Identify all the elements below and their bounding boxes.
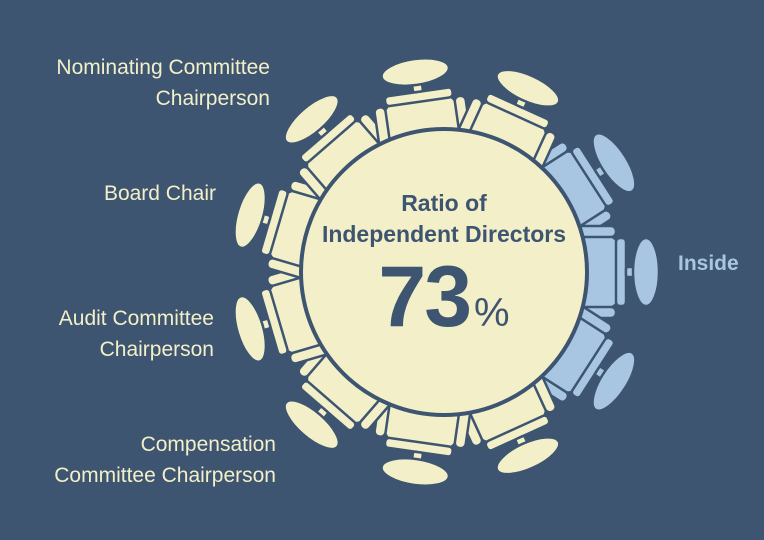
- compensation-label-line2: Committee Chairperson: [54, 464, 276, 487]
- ratio-readout: 73%: [300, 252, 588, 367]
- compensation-label-line1: Compensation: [140, 433, 276, 456]
- ratio-unit: %: [474, 291, 510, 335]
- board-chair-label-text: Board Chair: [103, 182, 216, 205]
- nominating-committee-chairperson-label: Nominating Committee Chairperson: [56, 52, 270, 114]
- inside-label: Inside: [678, 252, 739, 275]
- board-chair-label: Board Chair: [104, 178, 216, 209]
- ratio-title: Ratio of Independent Directors: [300, 188, 588, 250]
- compensation-committee-chairperson-label: Compensation Committee Chairperson: [54, 429, 276, 491]
- ratio-value: 73: [378, 249, 472, 345]
- ratio-title-line2: Independent Directors: [321, 221, 567, 247]
- nominating-label-line1: Nominating Committee: [56, 56, 270, 79]
- table-center-text: Ratio of Independent Directors 73%: [300, 188, 588, 367]
- audit-label-line2: Chairperson: [99, 338, 214, 361]
- audit-committee-chairperson-label: Audit Committee Chairperson: [59, 303, 214, 365]
- nominating-label-line2: Chairperson: [155, 87, 270, 110]
- audit-label-line1: Audit Committee: [58, 307, 214, 330]
- ratio-title-line1: Ratio of: [401, 190, 487, 216]
- round-table: [299, 127, 589, 417]
